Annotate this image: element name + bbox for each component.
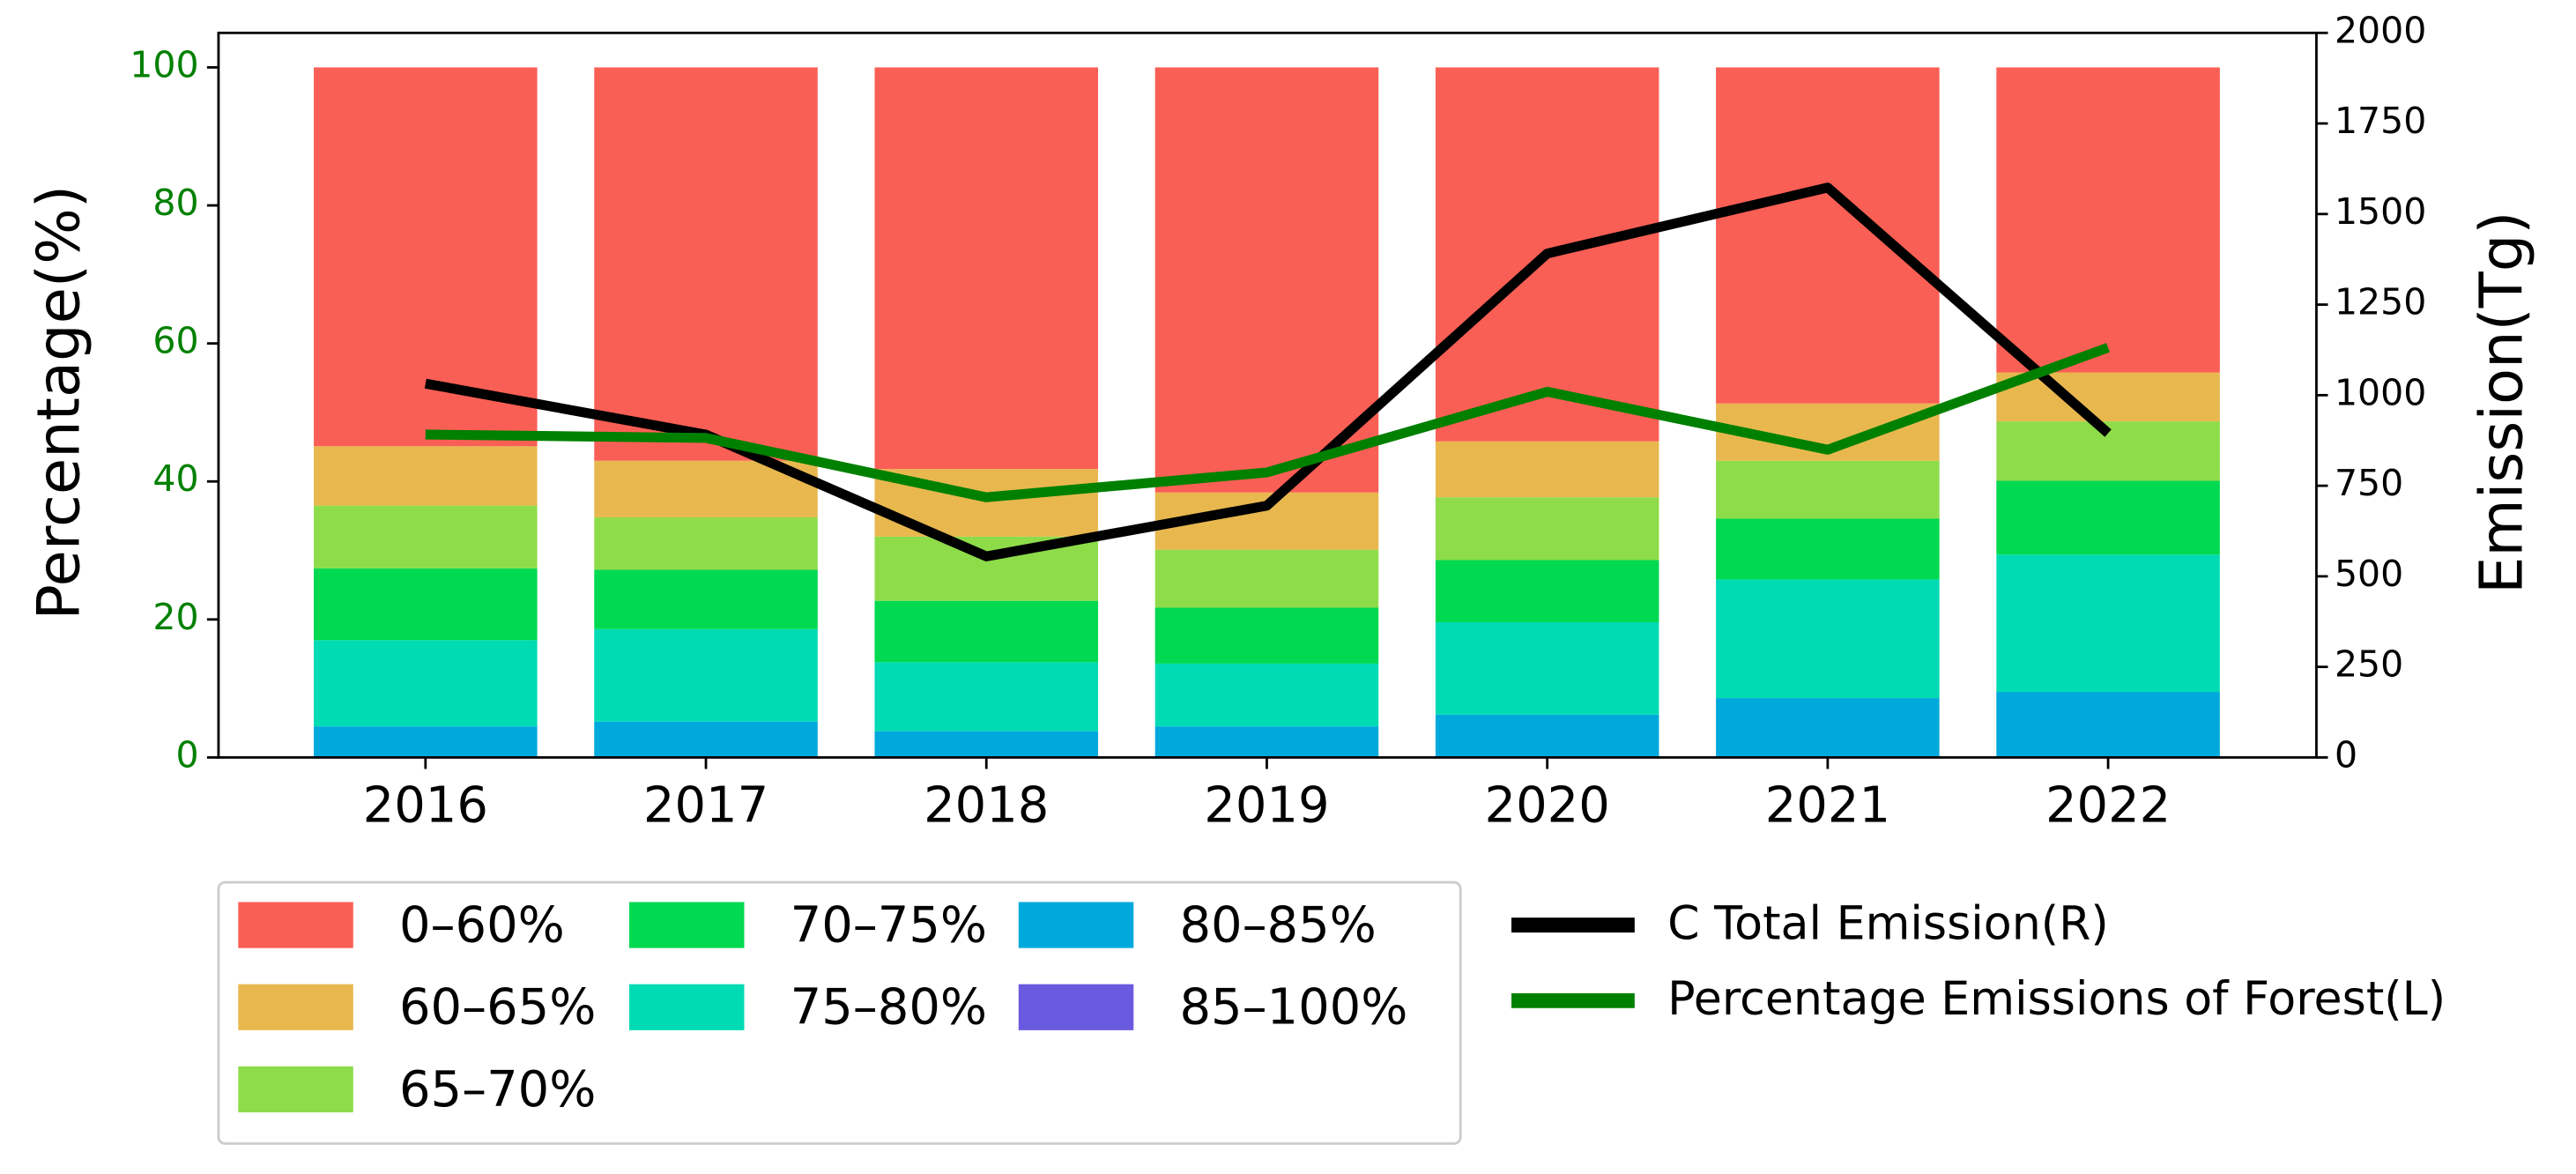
- x-tick-label: 2016: [363, 776, 488, 834]
- legend-label: 60–65%: [399, 979, 596, 1037]
- y2-tick-label: 1000: [2335, 371, 2426, 413]
- bar-segment: [594, 516, 818, 570]
- y-axis-label: Percentage(%): [24, 185, 93, 620]
- legend-swatch: [238, 1066, 353, 1113]
- legend-swatch: [1018, 984, 1134, 1030]
- bar-segment: [314, 505, 538, 568]
- x-tick-label: 2021: [1765, 776, 1890, 834]
- bar-segment: [314, 568, 538, 641]
- bar-segment: [1154, 607, 1379, 664]
- y2-tick-label: 500: [2335, 553, 2403, 595]
- bar-segment: [1996, 692, 2220, 758]
- bar-segment: [594, 569, 818, 629]
- x-tick-label: 2019: [1204, 776, 1329, 834]
- bar-segment: [1154, 663, 1379, 727]
- y2-tick-label: 0: [2335, 733, 2357, 776]
- y-tick-label: 0: [175, 733, 198, 776]
- line-series: [425, 343, 2111, 502]
- bar-segment: [594, 721, 818, 758]
- legend-label: 80–85%: [1179, 896, 1376, 954]
- bar-segment: [1716, 460, 1940, 519]
- bar-segment: [314, 446, 538, 506]
- legend-label: 70–75%: [791, 896, 987, 954]
- legend-swatch: [628, 902, 745, 948]
- legend-label: 75–80%: [791, 979, 987, 1037]
- bar-segment: [874, 600, 1099, 663]
- bar-segment: [594, 67, 818, 461]
- y2-tick-label: 1250: [2335, 281, 2426, 323]
- legend-swatch: [238, 984, 353, 1030]
- legend-swatch: [1018, 902, 1134, 948]
- x-tick-label: 2022: [2045, 776, 2171, 834]
- bar-segment: [1435, 441, 1659, 498]
- y2-tick-label: 750: [2335, 462, 2403, 504]
- legend-swatch: [238, 902, 353, 948]
- legend-label: 65–70%: [399, 1061, 596, 1118]
- bar-segment: [1996, 67, 2220, 373]
- bar-segment: [1435, 714, 1659, 758]
- x-tick-label: 2020: [1485, 776, 1610, 834]
- y2-tick-label: 2000: [2335, 9, 2426, 51]
- bar-segment: [1435, 497, 1659, 561]
- bar-segment: [874, 731, 1099, 758]
- bar-segment: [874, 662, 1099, 732]
- bar-segment: [1154, 549, 1379, 608]
- bar-segment: [1716, 698, 1940, 758]
- y2-tick-label: 250: [2335, 643, 2403, 686]
- legend-swatch: [628, 984, 745, 1030]
- bar-segment: [1435, 621, 1659, 715]
- bar-segment: [594, 628, 818, 722]
- bar-segment: [1716, 518, 1940, 580]
- y-tick-label: 100: [130, 43, 198, 85]
- bar-segment: [314, 67, 538, 447]
- legend-box: [217, 880, 1462, 1145]
- y-tick-label: 40: [152, 457, 198, 500]
- bar-segment: [1716, 579, 1940, 699]
- legend-label: 0–60%: [399, 896, 565, 954]
- y-tick-label: 60: [152, 320, 198, 362]
- y2-axis-label: Emission(Tg): [2467, 212, 2535, 594]
- bar-segment: [1996, 554, 2220, 693]
- bar-segment: [1996, 480, 2220, 555]
- bar-segment: [1996, 372, 2220, 422]
- y2-tick-label: 1500: [2335, 190, 2426, 233]
- bar-segment: [874, 67, 1099, 470]
- bar-segment: [314, 640, 538, 727]
- y-tick-label: 80: [152, 182, 198, 224]
- legend-label: C Total Emission(R): [1667, 897, 2109, 950]
- bar-segment: [1435, 560, 1659, 622]
- x-tick-label: 2017: [643, 776, 768, 834]
- bar-segment: [1716, 67, 1940, 404]
- y2-tick-label: 1750: [2335, 100, 2426, 142]
- legend-label: Percentage Emissions of Forest(L): [1667, 973, 2446, 1026]
- x-tick-label: 2018: [924, 776, 1049, 834]
- bar-segment: [1154, 67, 1379, 493]
- bar-segment: [1154, 726, 1379, 758]
- bar-segment: [314, 726, 538, 758]
- y-tick-label: 20: [152, 596, 198, 638]
- legend-label: 85–100%: [1179, 979, 1407, 1037]
